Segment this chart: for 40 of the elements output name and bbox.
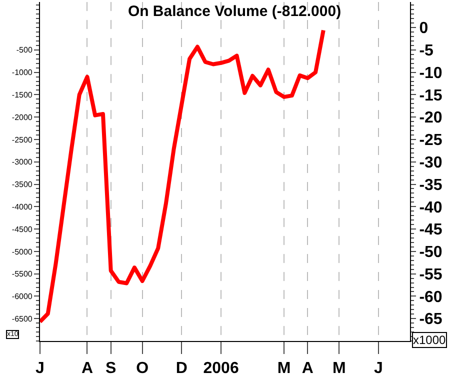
x-tick-label: J	[36, 360, 44, 378]
y-tick-label: -4000	[12, 202, 33, 212]
y2-tick-label: -50	[419, 244, 442, 262]
x-tick-label: A	[302, 360, 314, 378]
y2-tick-label: -15	[419, 87, 442, 104]
x-tick-label: D	[176, 360, 188, 378]
y2-tick-label: -40	[419, 199, 442, 216]
y2-tick-label: -55	[419, 266, 442, 284]
y-tick-label: -5000	[12, 247, 33, 256]
y-tick-label: -500	[16, 46, 33, 55]
line-series	[40, 28, 326, 324]
y2-tick-label: -20	[419, 110, 442, 127]
y2-tick-label: -45	[419, 222, 442, 239]
y-tick-label: -5500	[12, 270, 33, 279]
y2-tick-label: -35	[419, 176, 442, 194]
y2-tick-label: -65	[419, 311, 442, 328]
y-tick-label: -2500	[12, 135, 33, 144]
x-tick-label: S	[106, 360, 117, 378]
y2-tick-label: 0	[419, 20, 428, 38]
y-tick-label: -3500	[12, 180, 33, 190]
y-tick-label: -6000	[12, 292, 33, 302]
chart-title: On Balance Volume (-812.000)	[128, 3, 342, 20]
x-tick-label: 2006	[203, 360, 239, 378]
y-tick-label: -4500	[12, 224, 33, 234]
text: x1000	[413, 333, 446, 347]
x-tick-label: J	[374, 360, 383, 378]
y-tick-label: -1500	[12, 90, 33, 100]
y2-tick-label: -10	[419, 64, 442, 82]
x-tick-label: M	[277, 360, 291, 378]
y-tick-label: -3000	[12, 158, 33, 167]
y-tick-label: -2000	[12, 112, 33, 122]
y2-tick-label: -5	[419, 42, 434, 60]
y-tick-label: -6500	[12, 314, 33, 324]
y2-tick-label: -60	[419, 288, 442, 306]
x-tick-label: M	[332, 360, 346, 378]
x-tick-label: A	[81, 360, 94, 378]
x-tick-label: O	[136, 360, 149, 378]
y2-tick-label: -30	[419, 154, 442, 172]
y-tick-label: -1000	[12, 68, 33, 78]
y2-tick-label: -25	[419, 132, 442, 150]
